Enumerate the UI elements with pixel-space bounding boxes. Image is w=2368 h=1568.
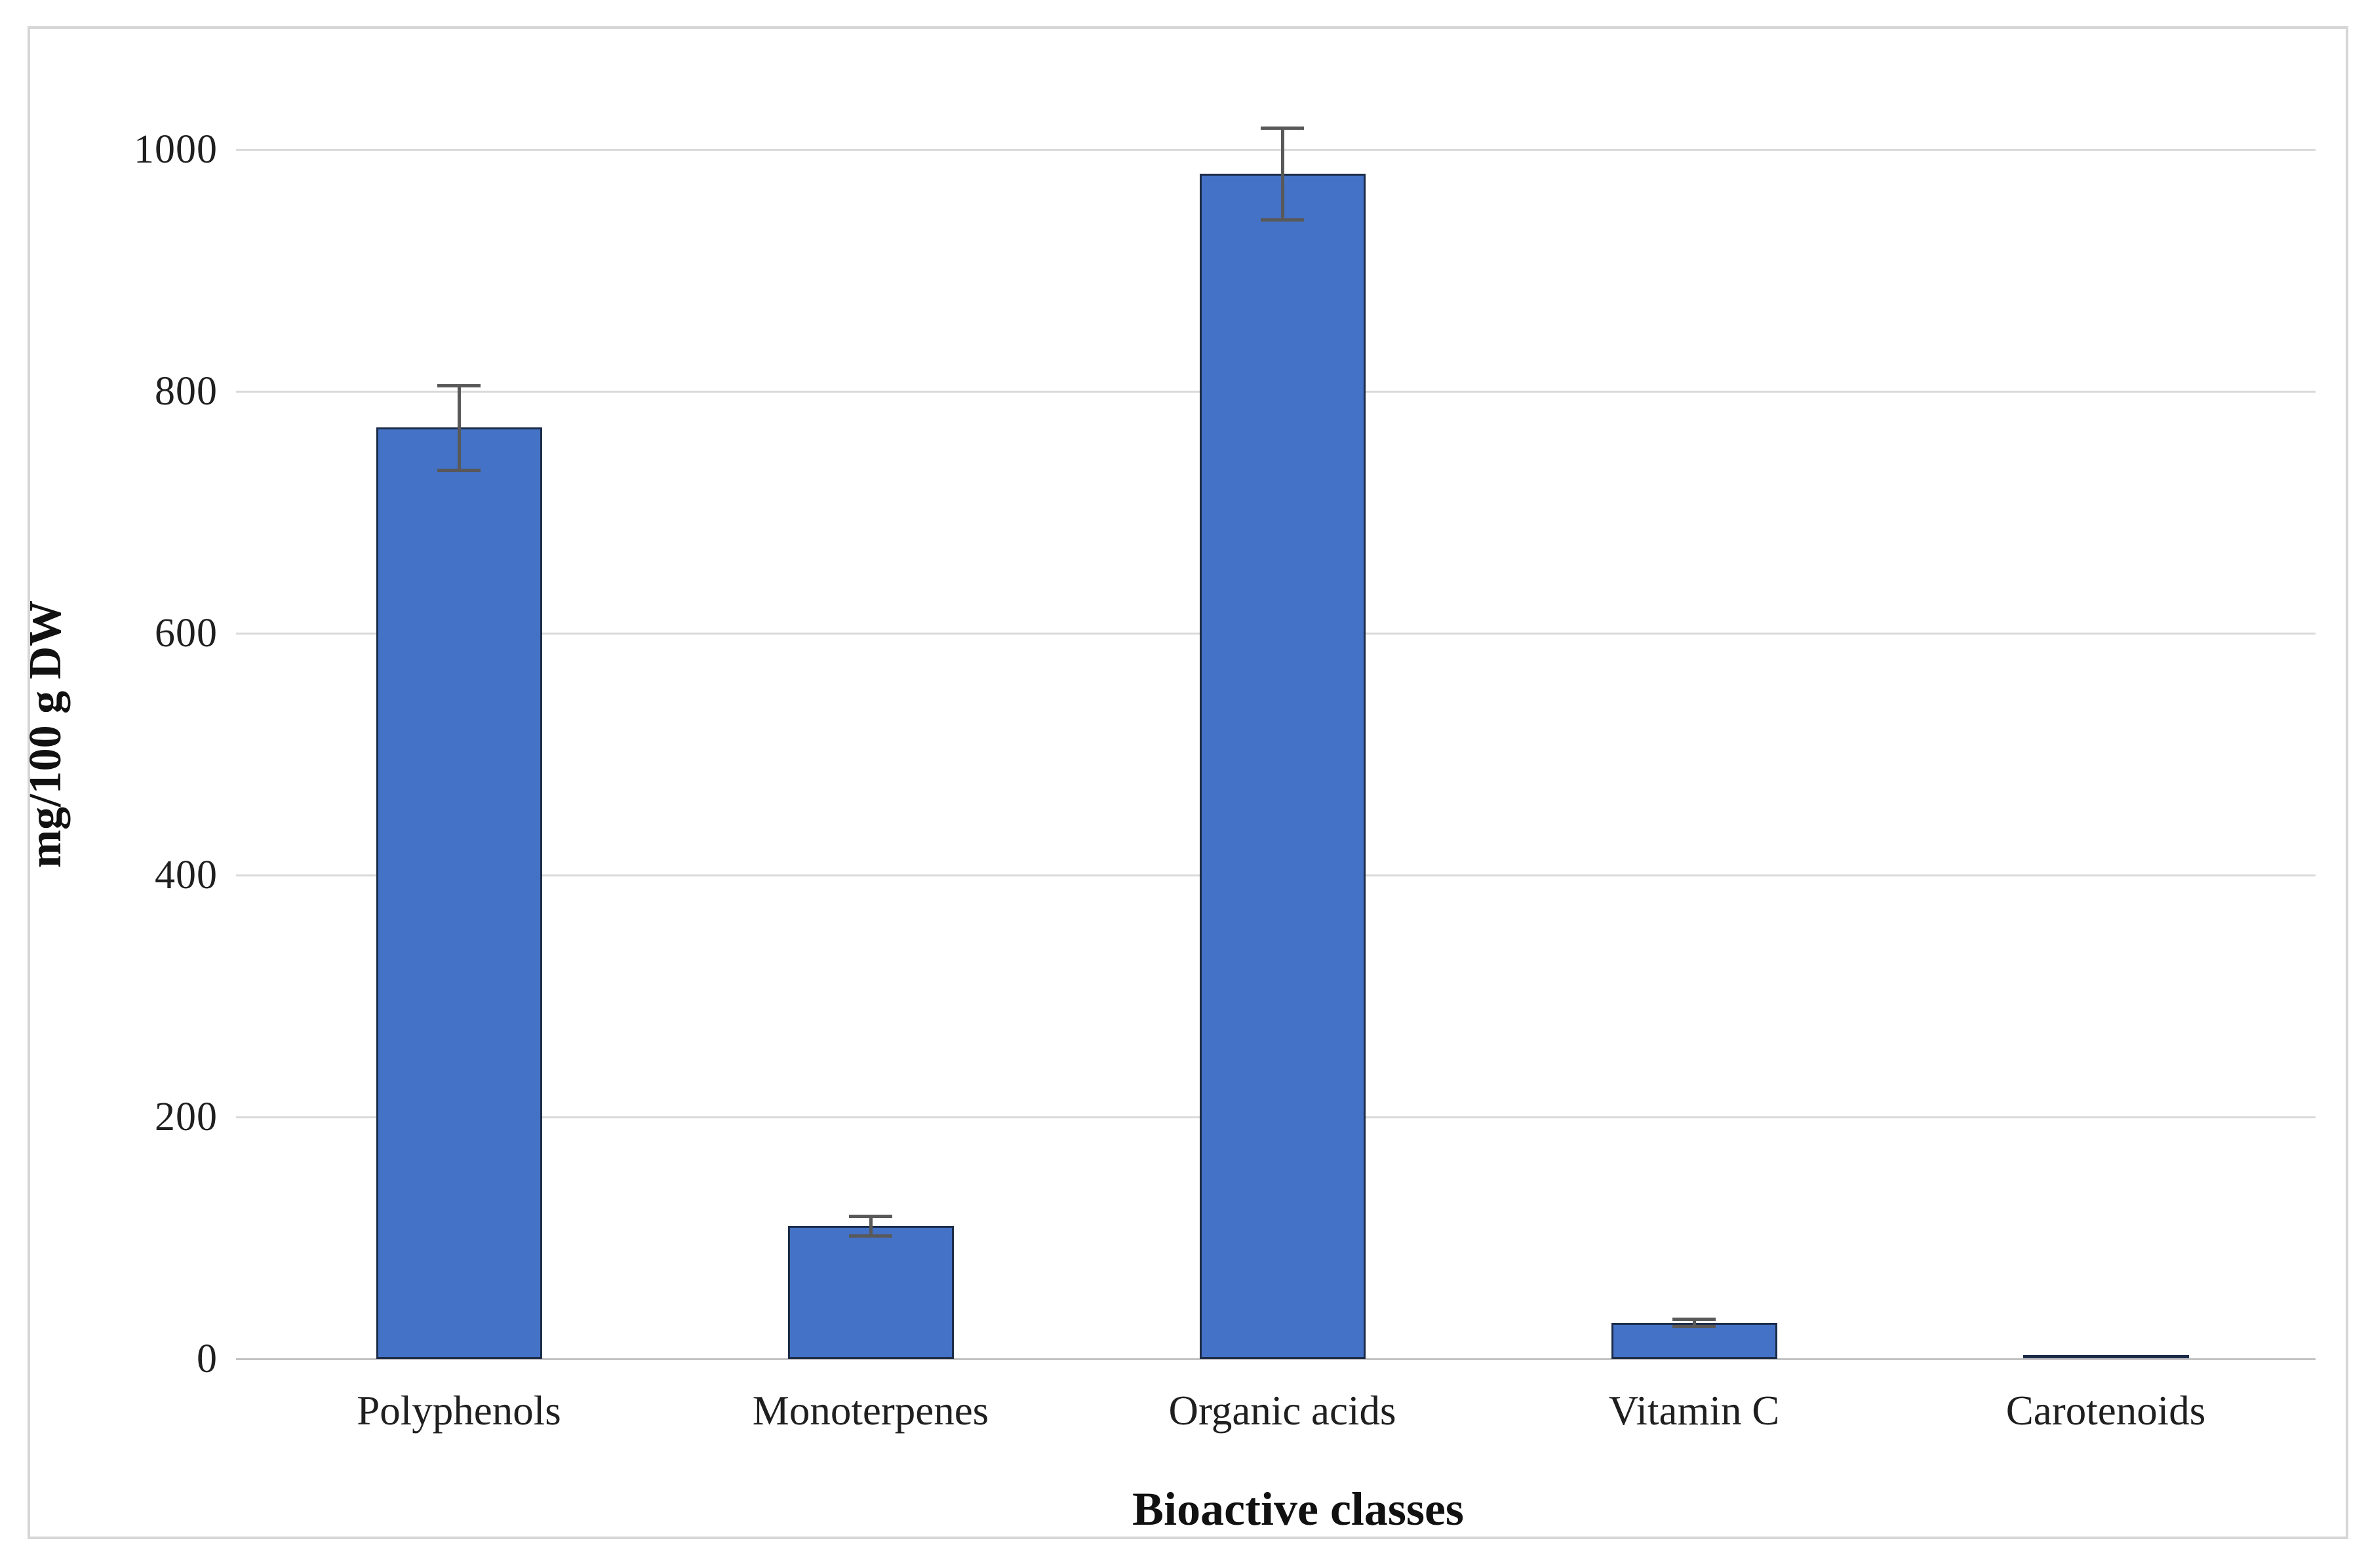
y-tick-label-600: 600: [155, 611, 218, 656]
y-tick-label-800: 800: [155, 369, 218, 414]
category-label-vitamin-c: Vitamin C: [1608, 1388, 1780, 1434]
bar-organic-acids: [1199, 173, 1366, 1359]
category-label-monoterpenes: Monoterpenes: [752, 1388, 989, 1434]
gridline-1000: [236, 149, 2316, 151]
error-bar-cap-top: [1261, 126, 1304, 130]
error-bar-cap-top: [849, 1215, 892, 1219]
error-bar-cap-bottom: [849, 1234, 892, 1238]
error-bar-cap-bottom: [1672, 1325, 1716, 1329]
error-bar-cap-top: [1672, 1318, 1716, 1322]
error-bar-cap-bottom: [437, 468, 481, 472]
error-bar-cap-bottom: [1261, 218, 1304, 222]
category-label-polyphenols: Polyphenols: [357, 1388, 561, 1434]
error-bar-line: [458, 385, 461, 470]
bar-polyphenols: [376, 427, 542, 1359]
x-axis-line: [236, 1358, 2316, 1360]
category-label-carotenoids: Carotenoids: [2005, 1388, 2206, 1434]
y-tick-label-200: 200: [155, 1095, 218, 1139]
error-bar-line: [1693, 1319, 1696, 1327]
y-axis-title: mg/100 g DW: [20, 600, 71, 869]
x-axis-title: Bioactive classes: [1132, 1483, 1464, 1535]
bar-monoterpenes: [787, 1226, 954, 1359]
y-tick-label-1000: 1000: [134, 127, 218, 172]
error-bar-cap-top: [437, 383, 481, 387]
y-tick-label-400: 400: [155, 853, 218, 897]
y-tick-label-0: 0: [197, 1337, 218, 1381]
category-label-organic-acids: Organic acids: [1168, 1388, 1396, 1434]
bar-carotenoids: [2023, 1355, 2189, 1358]
error-bar-line: [1281, 127, 1284, 220]
error-bar-line: [869, 1216, 873, 1236]
